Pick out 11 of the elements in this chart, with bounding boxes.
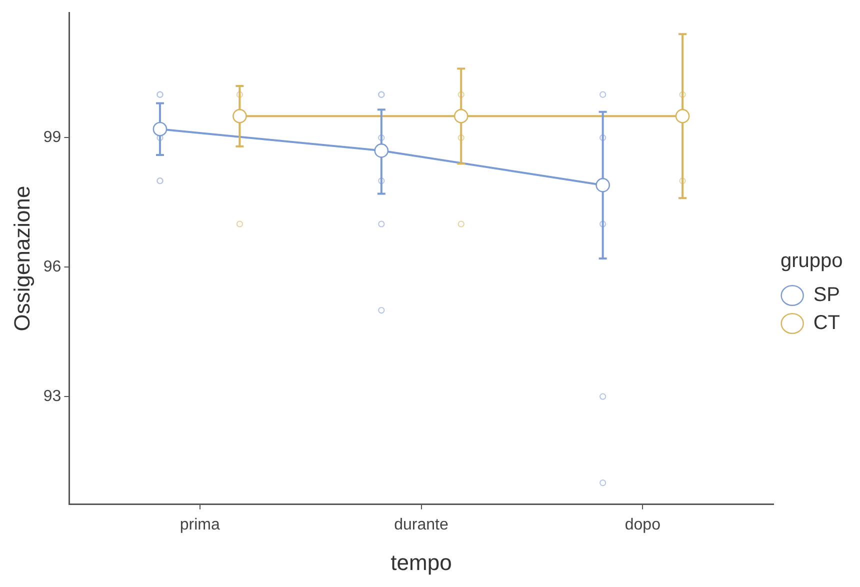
y-tick-label: 99 [43,129,62,146]
y-tick-label: 93 [43,388,62,405]
y-axis-title: Ossigenazione [9,186,34,332]
y-tick-label: 96 [43,258,62,276]
legend-label: SP [813,284,840,306]
x-tick-label: prima [180,516,220,534]
legend-label: CT [813,312,840,334]
x-tick-label: durante [394,516,448,534]
legend-title: gruppo [780,250,843,272]
x-axis-title: tempo [390,550,452,575]
x-tick-label: dopo [624,516,661,534]
